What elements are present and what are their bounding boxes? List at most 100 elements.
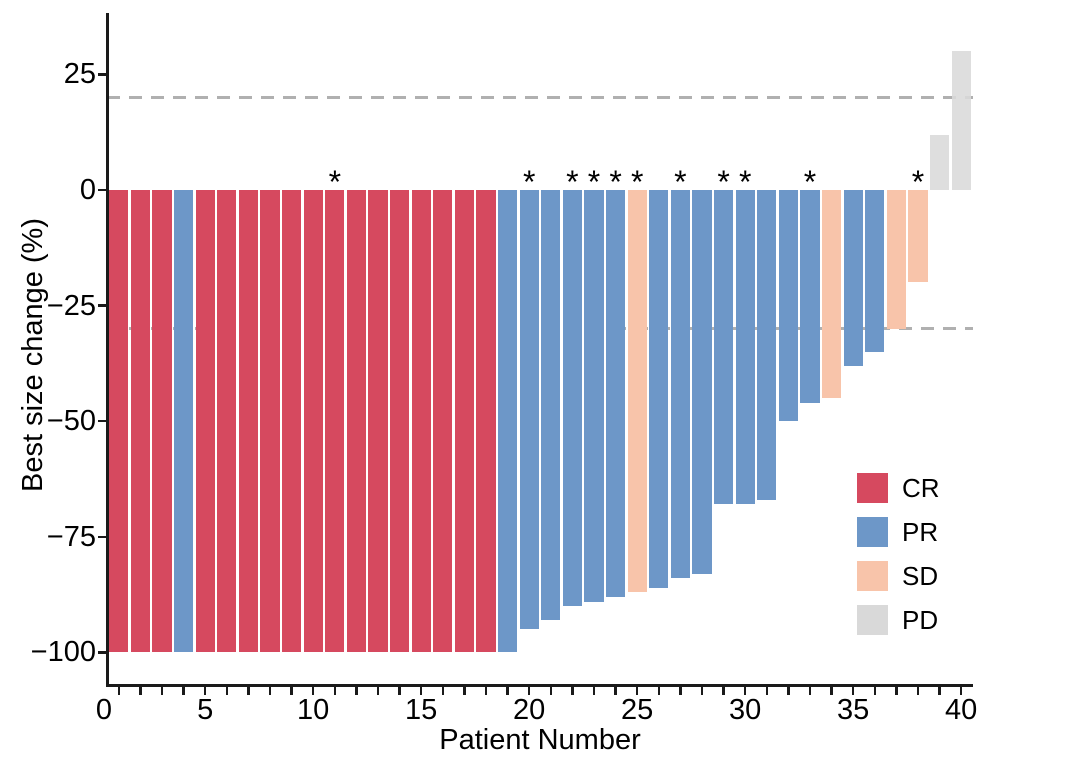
- x-tick-label-0: 0: [95, 694, 113, 726]
- bar-patient-8: [260, 190, 280, 653]
- bar-patient-36: [865, 190, 885, 352]
- x-tick-20: [527, 687, 531, 695]
- y-tick--25: [98, 304, 106, 307]
- asterisk-patient-22: *: [566, 164, 579, 200]
- y-tick-0: [98, 188, 106, 192]
- x-tick-16: [441, 687, 445, 695]
- reference-line-20-percent: [107, 96, 973, 100]
- x-tick-37: [895, 687, 898, 695]
- y-tick-label--50: −50: [46, 405, 96, 438]
- x-tick-11: [333, 687, 337, 695]
- x-tick-38: [916, 687, 920, 695]
- x-tick-33: [808, 687, 812, 695]
- bar-patient-30: [735, 190, 755, 505]
- x-tick-34: [830, 687, 833, 695]
- y-tick-label-25: 25: [63, 58, 96, 91]
- cr-color-swatch: [857, 473, 888, 503]
- bar-patient-5: [195, 190, 215, 653]
- bar-patient-23: [584, 190, 604, 602]
- x-tick-21: [549, 687, 553, 695]
- x-tick-26: [657, 687, 661, 695]
- asterisk-patient-24: *: [609, 164, 622, 200]
- bar-patient-9: [281, 190, 302, 653]
- asterisk-patient-29: *: [717, 164, 730, 200]
- x-tick-23: [592, 687, 596, 695]
- bar-patient-25: [627, 190, 647, 593]
- bar-patient-37: [886, 190, 907, 329]
- x-tick-10: [311, 687, 315, 695]
- x-tick-29: [722, 687, 725, 695]
- x-tick-label-35: 35: [837, 694, 870, 726]
- pr-color-swatch: [857, 517, 888, 547]
- bar-patient-26: [649, 190, 669, 588]
- bar-patient-35: [843, 190, 863, 366]
- y-tick-25: [98, 73, 106, 76]
- x-tick-label-30: 30: [729, 694, 762, 726]
- legend-label-pr: PR: [902, 517, 939, 547]
- bar-patient-29: [713, 190, 734, 505]
- bar-patient-32: [778, 190, 799, 422]
- bar-patient-33: [800, 190, 820, 403]
- asterisk-patient-20: *: [522, 164, 536, 200]
- x-tick-6: [225, 687, 229, 695]
- x-tick-32: [787, 687, 790, 695]
- x-tick-7: [247, 687, 250, 695]
- y-tick-label-0: 0: [79, 174, 96, 206]
- x-tick-12: [355, 687, 358, 695]
- x-tick-2: [139, 687, 142, 695]
- x-tick-label-25: 25: [621, 694, 654, 726]
- bar-patient-17: [454, 190, 475, 653]
- bar-patient-3: [152, 190, 172, 653]
- bar-patient-22: [562, 190, 583, 607]
- bar-patient-31: [757, 190, 777, 500]
- x-tick-31: [765, 687, 769, 695]
- x-tick-1: [117, 687, 121, 695]
- x-tick-36: [873, 687, 877, 695]
- x-tick-17: [463, 687, 466, 695]
- y-tick-label--25: −25: [46, 289, 96, 322]
- asterisk-patient-11: *: [328, 164, 342, 200]
- x-tick-13: [376, 687, 380, 695]
- x-tick-25: [635, 687, 639, 695]
- x-tick-19: [506, 687, 509, 695]
- bar-patient-16: [433, 190, 453, 653]
- y-tick-label--100: −100: [30, 636, 96, 669]
- bar-patient-27: [670, 190, 691, 579]
- x-tick-18: [484, 687, 488, 695]
- x-tick-22: [571, 687, 574, 695]
- y-axis-line: [105, 13, 109, 686]
- reference-line--30-percent: [107, 327, 973, 331]
- y-tick--50: [98, 419, 106, 423]
- bar-patient-14: [389, 190, 410, 653]
- asterisk-patient-23: *: [587, 164, 601, 200]
- bar-patient-1: [109, 190, 129, 653]
- x-tick-24: [614, 687, 617, 695]
- asterisk-patient-30: *: [738, 164, 752, 200]
- bar-patient-11: [325, 190, 345, 653]
- bar-patient-34: [821, 190, 842, 399]
- bar-patient-18: [476, 190, 496, 653]
- bar-patient-12: [346, 190, 367, 653]
- x-tick-label-5: 5: [197, 694, 214, 726]
- x-tick-40: [959, 687, 963, 695]
- bar-patient-39: [929, 134, 950, 190]
- bar-patient-2: [130, 190, 151, 653]
- pd-color-swatch: [857, 605, 888, 635]
- bar-patient-40: [951, 51, 971, 190]
- x-tick-8: [268, 687, 272, 695]
- bar-patient-24: [605, 190, 626, 597]
- bar-patient-4: [173, 190, 194, 653]
- bar-patient-20: [519, 190, 539, 630]
- x-tick-35: [851, 687, 855, 695]
- bar-patient-6: [217, 190, 237, 653]
- legend-label-pd: PD: [902, 605, 939, 635]
- bar-patient-21: [541, 190, 561, 621]
- x-tick-3: [160, 687, 164, 695]
- asterisk-patient-27: *: [674, 164, 687, 200]
- x-tick-label-10: 10: [297, 694, 330, 726]
- x-tick-4: [182, 687, 185, 695]
- bar-patient-28: [692, 190, 712, 574]
- x-tick-39: [938, 687, 941, 695]
